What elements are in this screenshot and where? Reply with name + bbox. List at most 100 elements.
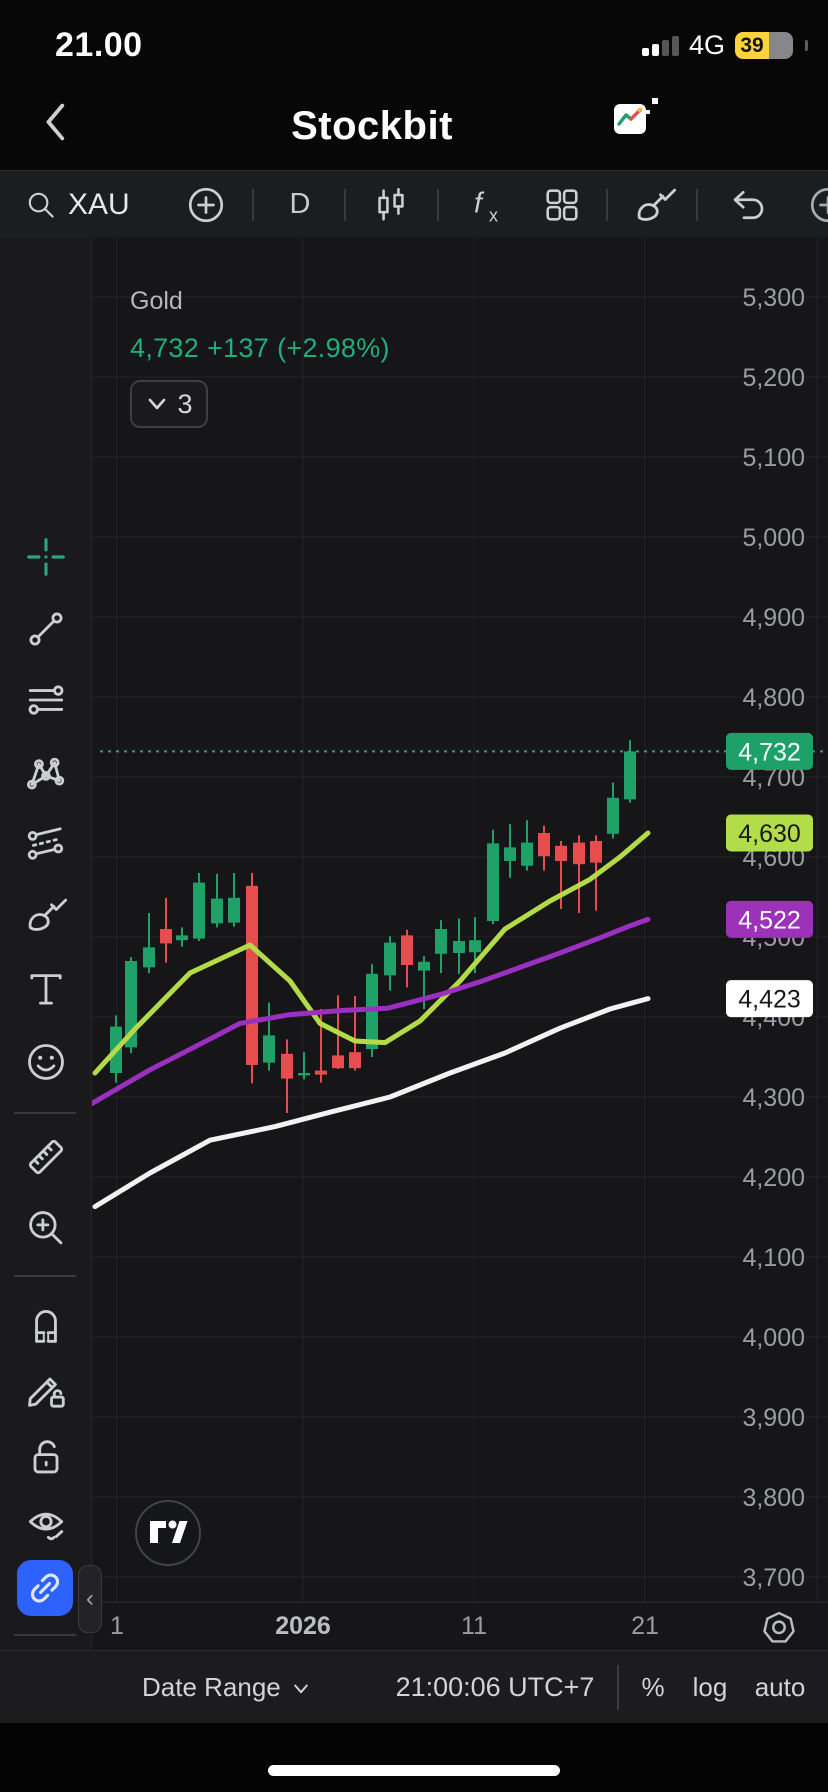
interval-button[interactable]: D (289, 188, 311, 220)
toolbar-divider (606, 189, 608, 221)
time-axis-settings-button[interactable] (758, 1607, 800, 1649)
candle-body-up (504, 847, 516, 861)
signal-strength-icon (641, 35, 679, 56)
candle-body-down (349, 1052, 361, 1069)
price-change: +137 (207, 333, 270, 363)
tool-magnet[interactable] (22, 1300, 70, 1348)
symbol-label: XAU (68, 187, 130, 221)
y-axis-label[interactable]: 4,300 (742, 1084, 805, 1112)
x-axis-label[interactable]: 1 (110, 1612, 124, 1640)
gesture-area (0, 1723, 828, 1792)
tool-emoji[interactable] (22, 1038, 70, 1086)
y-axis-label[interactable]: 4,900 (742, 604, 805, 632)
compare-add-button[interactable] (184, 171, 228, 238)
date-range-label: Date Range (142, 1672, 281, 1702)
symbol-name[interactable]: Gold (130, 287, 183, 315)
y-axis-label[interactable]: 4,200 (742, 1164, 805, 1192)
sidebar-collapse-handle[interactable]: ‹ (78, 1565, 102, 1633)
app-header: Stockbit (0, 90, 828, 170)
tool-parallel-channel[interactable] (22, 819, 70, 867)
x-axis-label[interactable]: 2026 (275, 1612, 331, 1640)
chart-style-button[interactable] (368, 171, 414, 238)
candle-body-down (555, 845, 567, 861)
zoom-in-icon (24, 1206, 68, 1250)
tool-drawing-edit-lock[interactable] (22, 1366, 70, 1414)
tool-text-tool[interactable] (22, 965, 70, 1013)
home-indicator[interactable] (268, 1765, 560, 1776)
y-axis-label[interactable]: 3,700 (742, 1564, 805, 1592)
search-icon (24, 188, 58, 222)
tool-lock-open[interactable] (22, 1433, 70, 1481)
candle-body-up (487, 843, 499, 921)
candle-body-down (246, 885, 258, 1065)
price-badge-value: 4,423 (738, 986, 801, 1014)
session-clock[interactable]: 21:00:06 UTC+7 (395, 1672, 595, 1702)
tool-link-sync-active[interactable] (17, 1560, 73, 1616)
tool-crosshair[interactable] (22, 533, 70, 581)
crosshair-icon (24, 535, 68, 579)
y-axis-label[interactable]: 4,800 (742, 684, 805, 712)
price-badge-value: 4,522 (738, 906, 801, 934)
candle-body-up (469, 940, 481, 953)
drawing-tools-button[interactable] (630, 171, 680, 238)
tool-trend-line[interactable] (22, 605, 70, 653)
drawing-toolbar (0, 237, 92, 1690)
candle-body-down (573, 842, 585, 865)
percent-scale-toggle[interactable]: % (641, 1672, 665, 1702)
symbol-search-button[interactable]: XAU (18, 171, 158, 238)
tool-xabcd-pattern[interactable] (22, 748, 70, 796)
price-change-percent: (+2.98%) (277, 333, 390, 363)
partial-icon (807, 184, 828, 226)
logo-sparkle (652, 98, 658, 104)
x-axis-label[interactable]: 21 (631, 1612, 659, 1640)
candle-body-down (281, 1053, 293, 1079)
back-button[interactable] (38, 98, 74, 146)
app-title: Stockbit (291, 104, 453, 148)
hide-drawings-icon (24, 1502, 68, 1546)
chart-area[interactable]: 3,700 3,800 3,900 4,000 4,100 4,200 4,300 4,400… (89, 237, 828, 1650)
undo-button[interactable] (722, 171, 772, 238)
y-axis-label[interactable]: 3,800 (742, 1484, 805, 1512)
y-axis-label[interactable]: 3,900 (742, 1404, 805, 1432)
date-range-button[interactable]: Date Range (142, 1651, 311, 1724)
tool-horizontal-lines[interactable] (22, 676, 70, 724)
magnet-icon (24, 1302, 68, 1346)
lock-open-icon (24, 1435, 68, 1479)
status-time: 21.00 (55, 26, 143, 64)
tool-brush[interactable] (22, 891, 70, 939)
layout-grid-button[interactable] (538, 171, 586, 238)
logo-sparkle (646, 110, 650, 114)
tool-zoom-in[interactable] (22, 1204, 70, 1252)
parallel-channel-icon (24, 821, 68, 865)
y-axis-label[interactable]: 4,100 (742, 1244, 805, 1272)
y-axis-label[interactable]: 5,200 (742, 364, 805, 392)
y-axis-label[interactable]: 4,000 (742, 1324, 805, 1352)
candle-body-down (160, 929, 172, 944)
candle-body-up (418, 961, 430, 971)
auto-scale-toggle[interactable]: auto (754, 1672, 806, 1702)
candle-body-down (315, 1070, 327, 1075)
tool-hide-drawings[interactable] (22, 1500, 70, 1548)
log-scale-toggle[interactable]: log (692, 1672, 728, 1702)
ma-mid-line (89, 916, 651, 1106)
candle-body-up (143, 947, 155, 968)
x-axis-label[interactable]: 11 (461, 1612, 487, 1640)
price-chart[interactable]: 3,7003,8003,9004,0004,1004,2004,3004,400… (89, 237, 828, 1650)
drawing-edit-lock-icon (24, 1368, 68, 1412)
legend-collapse-button[interactable]: 3 (130, 380, 208, 428)
y-axis-label[interactable]: 5,100 (742, 444, 805, 472)
redo-button-partial[interactable] (806, 171, 828, 238)
sidebar-divider (14, 1634, 76, 1636)
candle-body-down (590, 841, 602, 863)
y-axis-label[interactable]: 5,300 (742, 284, 805, 312)
tool-ruler[interactable] (22, 1133, 70, 1181)
y-axis-label[interactable]: 5,000 (742, 524, 805, 552)
candle-body-up (624, 751, 636, 800)
ruler-icon (24, 1135, 68, 1179)
chart-main: 3,700 3,800 3,900 4,000 4,100 4,200 4,300 4,400… (0, 237, 828, 1690)
candle-body-down (332, 1055, 344, 1069)
tradingview-logo[interactable] (135, 1500, 201, 1566)
